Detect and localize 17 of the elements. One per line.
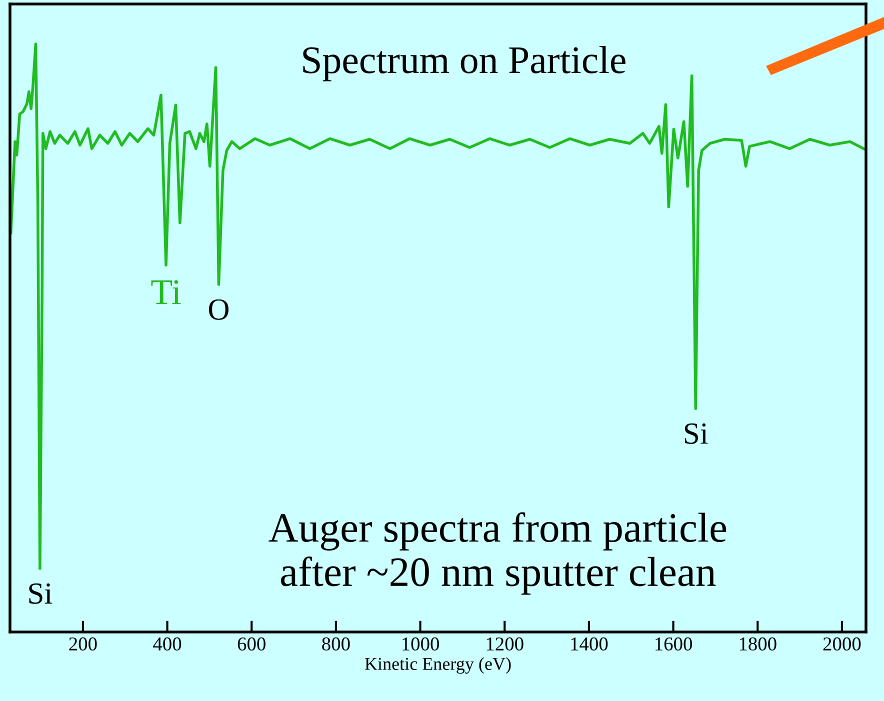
x-tick-label: 2000 bbox=[823, 637, 861, 651]
annotation: Auger spectra from particle after ~20 nm sputter clean bbox=[268, 512, 726, 595]
x-axis-title: Kinetic Energy (eV) bbox=[364, 657, 511, 674]
annotation: Ti bbox=[151, 280, 181, 304]
x-tick-label: 1600 bbox=[656, 637, 692, 651]
x-tick-label: 200 bbox=[69, 637, 97, 651]
x-tick-label: 400 bbox=[153, 637, 182, 651]
annotation: Si bbox=[684, 423, 708, 444]
x-tick-label: 800 bbox=[322, 637, 350, 651]
x-tick-label: 1400 bbox=[571, 637, 608, 651]
x-tick-label: 1000 bbox=[402, 637, 439, 651]
x-tick-label: 600 bbox=[238, 637, 266, 651]
x-tick-label: 1800 bbox=[740, 637, 776, 651]
annotation: O bbox=[208, 299, 229, 320]
x-tick-label: 1200 bbox=[486, 637, 524, 651]
annotation: Si bbox=[29, 583, 52, 604]
chart-title: Spectrum on Particle bbox=[303, 46, 626, 82]
